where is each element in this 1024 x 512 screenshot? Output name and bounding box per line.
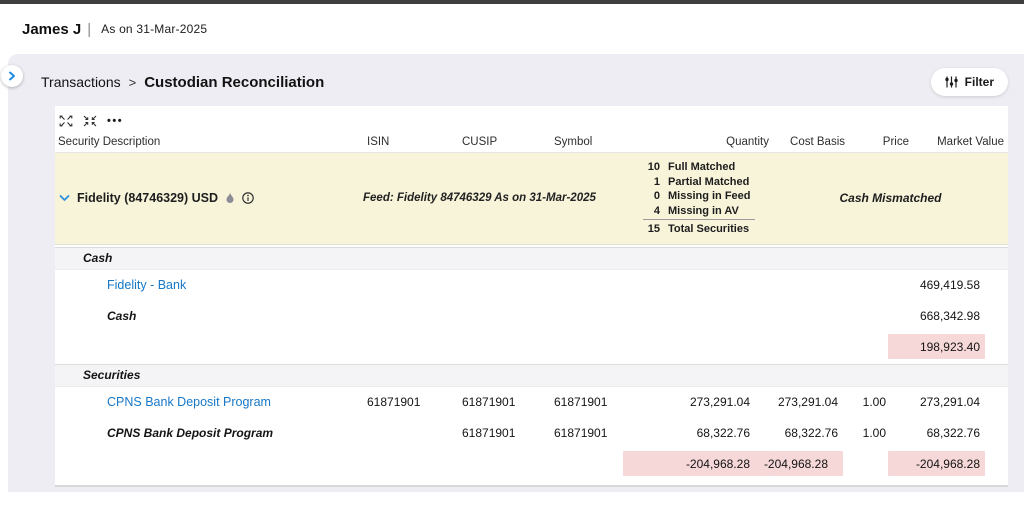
filter-sliders-icon [944,76,958,88]
column-header-cost-basis[interactable]: Cost Basis [790,136,845,148]
difference-cost-basis-cell: -204,968.28 [764,451,843,476]
custodian-account-label: Fidelity (84746329) USD [77,191,219,206]
column-header-cusip[interactable]: CUSIP [462,136,498,148]
difference-market-value-cell: -204,968.28 [888,451,985,476]
table-header-row: Security Description ISIN CUSIP Symbol Q… [55,132,1008,153]
stat-partial-matched: 1 Partial Matched [643,175,773,190]
quantity-cell: 68,322.76 [696,426,750,440]
section-header-securities: Securities [55,363,1008,387]
chevron-right-icon [8,71,16,81]
price-cell: 1.00 [862,395,886,409]
price-cell: 1.00 [862,426,886,440]
difference-row-securities: -204,968.28 -204,968.28 -204,968.28 [55,449,1008,479]
column-header-quantity[interactable]: Quantity [726,136,769,148]
symbol-cell: 61871901 [554,395,608,409]
stat-missing-in-feed: 0 Missing in Feed [643,189,773,204]
stat-count: 0 [653,190,660,202]
stat-count: 10 [647,161,660,173]
stat-total-securities: 15 Total Securities [643,219,755,237]
security-description-cell: CPNS Bank Deposit Program [107,426,274,440]
flame-icon [225,192,235,204]
filter-button[interactable]: Filter [930,68,1008,96]
cusip-cell: 61871901 [462,426,516,440]
column-header-price[interactable]: Price [882,136,909,148]
column-header-security-description[interactable]: Security Description [58,136,161,148]
security-link[interactable]: CPNS Bank Deposit Program [107,395,271,409]
cash-status-badge: Cash Mismatched [839,191,942,206]
security-link[interactable]: Fidelity - Bank [107,278,187,292]
user-name: James J [22,20,82,38]
stat-label: Total Securities [668,223,750,235]
feed-info: Feed: Fidelity 84746329 As on 31-Mar-202… [363,192,596,205]
info-icon[interactable] [242,192,254,204]
reconciliation-table: ••• Security Description ISIN CUSIP Symb… [55,106,1008,487]
table-row: Fidelity - Bank 469,419.58 [55,270,1008,301]
difference-row-cash: 198,923.40 [55,332,1008,362]
custodian-summary-row: Fidelity (84746329) USD Feed: Fidelity 8… [55,153,1008,245]
market-value-cell: 273,291.04 [919,395,980,409]
page-header: James J | As on 31-Mar-2025 [0,4,1024,54]
market-value-cell: 668,342.98 [919,309,980,323]
toolbar-row: Transactions > Custodian Reconciliation … [8,54,1024,96]
table-row: CPNS Bank Deposit Program 61871901 61871… [55,418,1008,449]
stat-count: 15 [647,223,660,235]
window-top-border [0,0,1024,4]
breadcrumb-transactions[interactable]: Transactions [41,74,121,90]
stat-label: Partial Matched [668,175,750,188]
market-value-cell: 469,419.58 [919,278,980,292]
symbol-cell: 61871901 [554,426,608,440]
stat-missing-in-av: 4 Missing in AV [643,204,773,219]
difference-market-value-cell: 198,923.40 [888,334,985,359]
column-header-symbol[interactable]: Symbol [554,136,593,148]
breadcrumb-current: Custodian Reconciliation [144,73,325,91]
more-options-icon[interactable]: ••• [107,115,124,127]
cost-basis-cell: 68,322.76 [784,426,838,440]
isin-cell: 61871901 [367,395,421,409]
cost-basis-cell: 273,291.04 [777,395,838,409]
column-header-market-value[interactable]: Market Value [937,136,1004,148]
section-header-cash: Cash [55,246,1008,270]
table-row: Cash 668,342.98 [55,301,1008,332]
as-on-date: As on 31-Mar-2025 [101,22,208,36]
cusip-cell: 61871901 [462,395,516,409]
difference-quantity-cell: -204,968.28 [623,451,773,476]
stat-label: Full Matched [668,161,736,173]
stat-count: 4 [653,204,660,217]
security-description-cell: CPNS Bank Deposit Program [55,395,363,409]
sidebar-expand-button[interactable] [1,65,23,87]
stat-label: Missing in Feed [668,190,751,202]
stat-count: 1 [653,175,660,188]
quantity-cell: 273,291.04 [689,395,750,409]
breadcrumb-separator: > [128,74,137,90]
security-description-cell: Cash [107,309,137,323]
chevron-down-icon[interactable] [59,194,70,202]
match-stats: 10 Full Matched 1 Partial Matched 0 Miss… [643,153,773,244]
stat-full-matched: 10 Full Matched [643,160,773,175]
stat-label: Missing in AV [668,204,739,217]
filter-button-label: Filter [964,75,994,89]
column-header-isin[interactable]: ISIN [367,136,390,148]
header-divider: | [87,20,92,38]
collapse-all-icon[interactable] [83,115,97,127]
table-row: CPNS Bank Deposit Program 61871901 61871… [55,387,1008,418]
expand-all-icon[interactable] [59,115,73,127]
security-description-cell: Fidelity - Bank [55,278,363,292]
content-panel: Transactions > Custodian Reconciliation … [1,54,1024,492]
breadcrumb: Transactions > Custodian Reconciliation [41,74,324,91]
market-value-cell: 68,322.76 [926,426,980,440]
table-toolbar: ••• [55,106,1008,132]
custodian-account-cell: Fidelity (84746329) USD [55,191,363,205]
